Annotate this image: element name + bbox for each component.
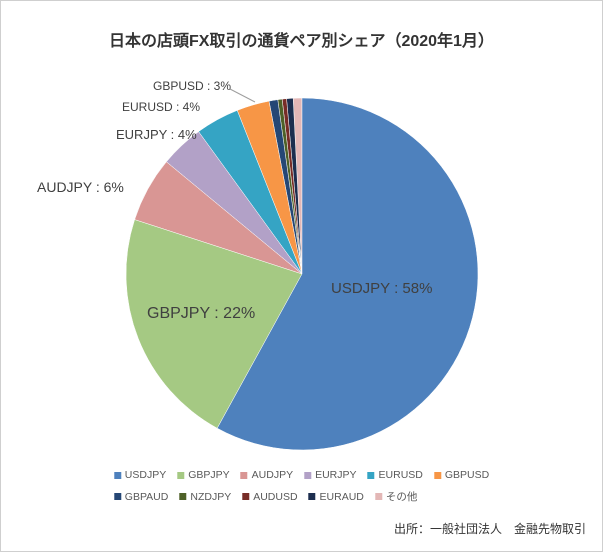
pie-slice-gbpjpy <box>125 219 303 429</box>
legend-label: NZDJPY <box>190 490 232 503</box>
legend-marker-icon <box>367 471 375 479</box>
data-label-eurusd: EURUSD : 4% <box>122 100 201 114</box>
legend-label: その他 <box>385 491 418 503</box>
data-label-gbpusd: GBPUSD : 3% <box>153 79 232 93</box>
legend-item: GBPJPY <box>177 469 230 481</box>
legend-label: EURAUD <box>319 490 364 503</box>
legend-marker-icon <box>242 493 250 500</box>
legend-row: GBPAUD NZDJPY AUDUSD EURAUD その他 <box>113 489 489 504</box>
legend-marker-icon <box>240 471 248 479</box>
legend-label: GBPJPY <box>188 469 230 481</box>
legend-marker-icon <box>179 493 187 500</box>
legend-marker-icon <box>177 471 185 479</box>
source-note: 出所：一般社団法人 金融先物取引 <box>393 522 586 536</box>
legend-label: GBPAUD <box>124 490 169 503</box>
legend-item: GBPUSD <box>433 469 490 481</box>
legend-marker-icon <box>433 471 441 479</box>
gbpusd-leader-line <box>229 88 256 103</box>
legend-label: EURJPY <box>315 469 357 481</box>
legend-label: AUDUSD <box>253 490 298 503</box>
legend-marker-icon <box>308 493 316 500</box>
legend-label: AUDJPY <box>251 469 294 481</box>
data-label-audjpy: AUDJPY : 6% <box>37 179 124 195</box>
legend-item: USDJPY <box>113 469 167 481</box>
legend-item: EURJPY <box>304 469 357 481</box>
data-label-gbpjpy: GBPJPY : 22% <box>147 305 256 322</box>
pie-slice-usdjpy <box>216 97 479 451</box>
legend: USDJPY GBPJPY AUDJPY EURJPY EURUSD GBPUSD GBPA… <box>113 469 490 512</box>
legend-item: EURUSD <box>367 469 423 481</box>
legend-item: GBPAUD <box>113 490 169 503</box>
legend-item: その他 <box>374 489 418 504</box>
legend-item: AUDJPY <box>240 469 294 481</box>
legend-label: EURUSD <box>378 469 423 481</box>
legend-label: USDJPY <box>124 469 167 481</box>
legend-marker-icon <box>374 493 382 500</box>
legend-item: EURAUD <box>308 490 364 503</box>
legend-marker-icon <box>113 471 121 479</box>
legend-row: USDJPY GBPJPY AUDJPY EURJPY EURUSD GBPUSD <box>113 469 490 481</box>
legend-label: GBPUSD <box>444 469 490 481</box>
data-label-eurjpy: EURJPY : 4% <box>116 127 197 142</box>
legend-item: AUDUSD <box>242 490 298 503</box>
legend-marker-icon <box>304 471 312 479</box>
chart-title: 日本の店頭FX取引の通貨ペア別シェア（2020年1月） <box>109 33 494 50</box>
legend-item: NZDJPY <box>179 491 231 503</box>
legend-marker-icon <box>113 493 121 500</box>
data-label-usdjpy: USDJPY : 58% <box>331 280 433 297</box>
